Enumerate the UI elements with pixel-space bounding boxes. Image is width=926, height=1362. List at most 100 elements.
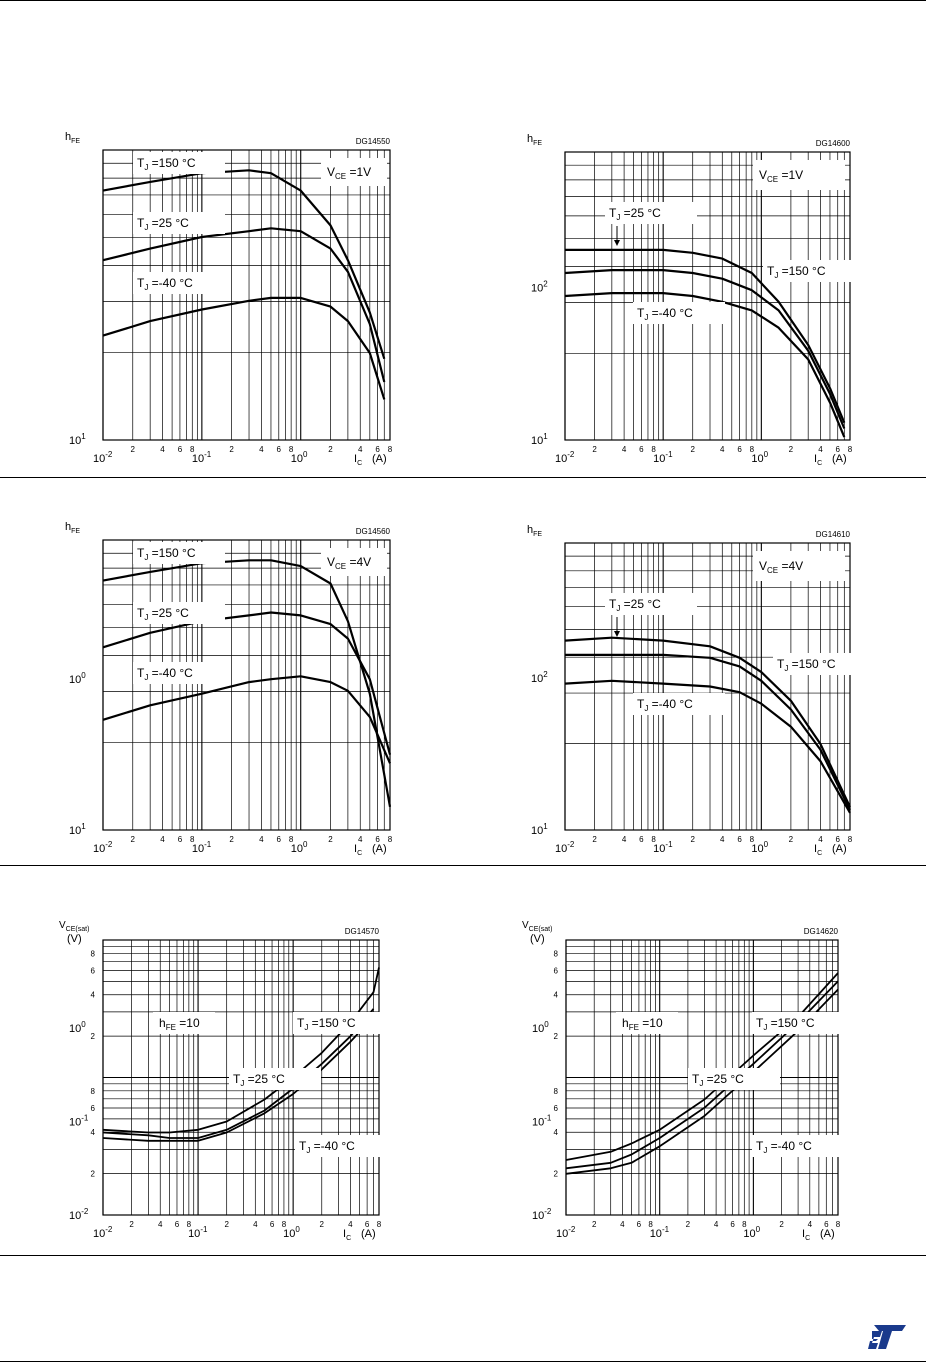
y-gridlines bbox=[103, 149, 390, 441]
x-axis-unit: (A) bbox=[832, 843, 847, 855]
series-label-box bbox=[633, 693, 725, 715]
x-minor-tick-label: 6 bbox=[737, 835, 742, 844]
series-line bbox=[102, 1016, 375, 1142]
x-gridlines bbox=[102, 540, 391, 830]
x-minor-tick-label: 4 bbox=[808, 1220, 813, 1229]
series-label: TJ =150 °C bbox=[767, 264, 826, 280]
y-minor-tick-label: 4 bbox=[91, 1128, 96, 1137]
condition-box bbox=[153, 1012, 215, 1034]
x-minor-tick-label: 6 bbox=[836, 445, 841, 454]
series-line bbox=[565, 248, 846, 424]
y-minor-tick-label: 4 bbox=[554, 991, 559, 1000]
y-axis-label: VCE(sat) bbox=[522, 920, 552, 933]
series-line bbox=[102, 169, 386, 360]
x-tick-label: 100 bbox=[743, 1225, 760, 1240]
y-minor-tick-label: 6 bbox=[554, 967, 559, 976]
x-axis-unit: (A) bbox=[372, 453, 387, 465]
x-tick-label: 10-2 bbox=[93, 1225, 113, 1240]
x-minor-tick-label: 8 bbox=[388, 835, 393, 844]
x-minor-tick-label: 8 bbox=[848, 445, 853, 454]
condition-box bbox=[321, 548, 387, 576]
series-label: TJ =150 °C bbox=[777, 657, 836, 673]
condition-label: VCE =4V bbox=[327, 555, 371, 571]
x-minor-tick-label: 8 bbox=[750, 445, 755, 454]
y-tick-label: 100 bbox=[69, 1020, 86, 1035]
x-minor-tick-label: 6 bbox=[178, 835, 183, 844]
series-label-box bbox=[752, 1012, 844, 1034]
series-label-box bbox=[773, 653, 865, 675]
chart-DG14620: DG14620 VCE(sat) (V) 100 10-1 10-2 8 6 4 2 8 6 4 2 10-… bbox=[506, 920, 858, 1245]
x-axis-unit: (A) bbox=[361, 1228, 376, 1240]
x-minor-tick-label: 4 bbox=[358, 445, 363, 454]
x-tick-label: 10-1 bbox=[192, 450, 212, 465]
arrow-head bbox=[614, 631, 620, 637]
y-gridlines bbox=[103, 939, 379, 1216]
x-tick-label: 10-2 bbox=[555, 840, 575, 855]
plot-frame bbox=[564, 542, 851, 831]
series-label: TJ =25 °C bbox=[233, 1072, 285, 1088]
series-line bbox=[102, 296, 386, 400]
x-minor-tick-label: 8 bbox=[388, 445, 393, 454]
x-tick-label: 100 bbox=[291, 450, 308, 465]
condition-label: hFE =10 bbox=[622, 1016, 663, 1032]
top-rule bbox=[0, 0, 926, 1]
plot-frame bbox=[564, 151, 851, 441]
condition-label: VCE =1V bbox=[327, 165, 371, 181]
y-minor-tick-label: 4 bbox=[554, 1128, 559, 1137]
x-minor-tick-label: 4 bbox=[160, 835, 165, 844]
x-minor-tick-label: 2 bbox=[131, 835, 136, 844]
x-minor-tick-label: 6 bbox=[824, 1220, 829, 1229]
x-minor-tick-label: 8 bbox=[187, 1220, 192, 1229]
x-tick-label: 10-1 bbox=[188, 1225, 208, 1240]
x-gridlines bbox=[102, 150, 391, 440]
x-axis-unit: (A) bbox=[820, 1228, 835, 1240]
chart-DG14560: DG14560 hFE 100 101 10-2 10-1 100 2 4 6 8 2 4 6 8 2 4 6 8 I… bbox=[43, 520, 410, 860]
series-label: TJ =25 °C bbox=[137, 606, 189, 622]
plot-frame bbox=[565, 939, 839, 1216]
series-lines bbox=[102, 559, 392, 807]
condition-box bbox=[321, 158, 387, 186]
x-minor-tick-label: 2 bbox=[131, 445, 136, 454]
series-label: TJ =150 °C bbox=[137, 546, 196, 562]
series-label: TJ =25 °C bbox=[609, 206, 661, 222]
y-minor-tick-label: 8 bbox=[554, 949, 559, 958]
x-minor-tick-label: 2 bbox=[592, 835, 597, 844]
series-label-box bbox=[605, 593, 697, 615]
series-label: TJ =150 °C bbox=[297, 1016, 356, 1032]
plot-frame bbox=[102, 539, 391, 831]
x-minor-tick-label: 4 bbox=[259, 835, 264, 844]
series-label-box bbox=[605, 202, 697, 224]
condition-label: VCE =4V bbox=[759, 559, 803, 575]
x-minor-tick-label: 8 bbox=[282, 1220, 287, 1229]
x-minor-tick-label: 4 bbox=[818, 835, 823, 844]
x-minor-tick-label: 2 bbox=[592, 445, 597, 454]
x-minor-tick-label: 6 bbox=[637, 1220, 642, 1229]
series-line bbox=[564, 292, 846, 438]
y-minor-tick-label: 6 bbox=[554, 1104, 559, 1113]
series-line bbox=[564, 636, 851, 808]
y-tick-label: 101 bbox=[69, 432, 86, 447]
x-tick-label: 100 bbox=[291, 840, 308, 855]
x-minor-tick-label: 2 bbox=[229, 835, 234, 844]
x-minor-tick-label: 2 bbox=[789, 835, 794, 844]
series-lines bbox=[102, 169, 386, 400]
series-label: TJ =-40 °C bbox=[299, 1139, 355, 1155]
series-lines bbox=[564, 248, 846, 438]
x-minor-tick-label: 8 bbox=[190, 445, 195, 454]
plot-frame bbox=[102, 939, 380, 1216]
y-axis-label: hFE bbox=[65, 521, 80, 535]
x-minor-tick-label: 4 bbox=[720, 835, 725, 844]
x-minor-tick-label: 8 bbox=[836, 1220, 841, 1229]
x-minor-tick-label: 4 bbox=[622, 445, 627, 454]
x-minor-tick-label: 2 bbox=[779, 1220, 784, 1229]
x-minor-tick-label: 4 bbox=[358, 835, 363, 844]
series-label-box bbox=[133, 272, 225, 294]
chart-svg: DG14620VCE(sat)(V)10010-110-28642864210-… bbox=[522, 920, 844, 1242]
condition-label: hFE =10 bbox=[159, 1016, 200, 1032]
series-label: TJ =-40 °C bbox=[756, 1139, 812, 1155]
x-minor-tick-label: 8 bbox=[289, 835, 294, 844]
